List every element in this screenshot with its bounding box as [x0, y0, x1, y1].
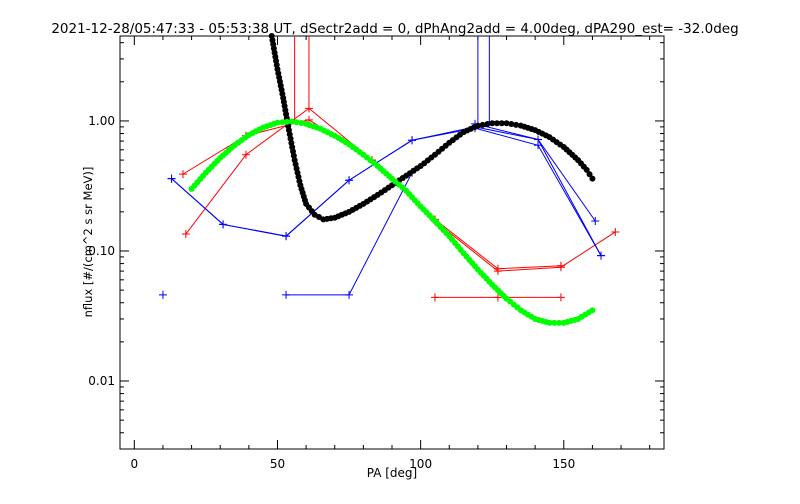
- plus-marker: [158, 290, 167, 299]
- data-dot: [288, 118, 295, 125]
- plot-frame: [119, 35, 665, 450]
- x-tick-label: 100: [409, 457, 432, 471]
- data-dot: [284, 118, 291, 125]
- plus-marker: [534, 135, 543, 144]
- data-dot: [489, 120, 496, 127]
- data-dot: [474, 122, 481, 129]
- data-dot: [498, 120, 505, 127]
- data-dot: [479, 121, 486, 128]
- data-dot: [484, 121, 491, 128]
- series-7: [158, 290, 167, 299]
- plus-marker: [556, 261, 565, 270]
- plus-marker: [597, 251, 606, 260]
- plus-marker: [591, 217, 600, 226]
- data-dot: [503, 120, 510, 127]
- series-2: [430, 293, 565, 302]
- plus-marker: [345, 290, 354, 299]
- series-8: [477, 36, 490, 126]
- data-dot: [508, 121, 515, 128]
- data-dot: [583, 166, 590, 173]
- y-tick-label: 0.01: [88, 374, 115, 388]
- plus-marker: [178, 170, 187, 179]
- plus-marker: [167, 174, 176, 183]
- y-tick-label: 0.10: [88, 244, 115, 258]
- y-tick-label: 1.00: [88, 114, 115, 128]
- data-dot: [493, 120, 500, 127]
- ticks-layer: 0 50 100 150 0.01 0.10 1.00: [88, 36, 664, 471]
- data-dot: [551, 319, 558, 326]
- plus-marker: [430, 293, 439, 302]
- series-layer: [158, 33, 620, 326]
- x-tick-label: 0: [130, 457, 138, 471]
- x-tick-label: 150: [552, 457, 575, 471]
- series-3: [294, 36, 310, 123]
- data-dot: [546, 319, 553, 326]
- plus-marker: [345, 176, 354, 185]
- data-dot: [279, 119, 286, 126]
- plus-marker: [219, 220, 228, 229]
- plus-marker: [556, 293, 565, 302]
- series-10: [188, 118, 596, 326]
- x-axis-label: PA [deg]: [367, 466, 417, 480]
- plus-marker: [304, 104, 313, 113]
- data-dot: [589, 175, 596, 182]
- data-dot: [556, 319, 563, 326]
- data-dot: [274, 119, 281, 126]
- plus-marker: [282, 232, 291, 241]
- plus-marker: [493, 293, 502, 302]
- y-axis-label: nflux [#/(cm^2 s sr MeV)]: [81, 167, 95, 318]
- plus-marker: [241, 150, 250, 159]
- plus-marker: [493, 264, 502, 273]
- data-dot: [589, 307, 596, 314]
- data-dot: [513, 121, 520, 128]
- series-line: [182, 119, 616, 272]
- data-dot: [293, 119, 300, 126]
- chart-title: 2021-12-28/05:47:33 - 05:53:38 UT, dSect…: [51, 21, 738, 37]
- data-dot: [298, 120, 305, 127]
- plus-marker: [611, 227, 620, 236]
- plus-marker: [408, 136, 417, 145]
- data-dot: [586, 171, 593, 178]
- plus-marker: [282, 290, 291, 299]
- x-tick-label: 50: [270, 457, 285, 471]
- plus-marker: [181, 230, 190, 239]
